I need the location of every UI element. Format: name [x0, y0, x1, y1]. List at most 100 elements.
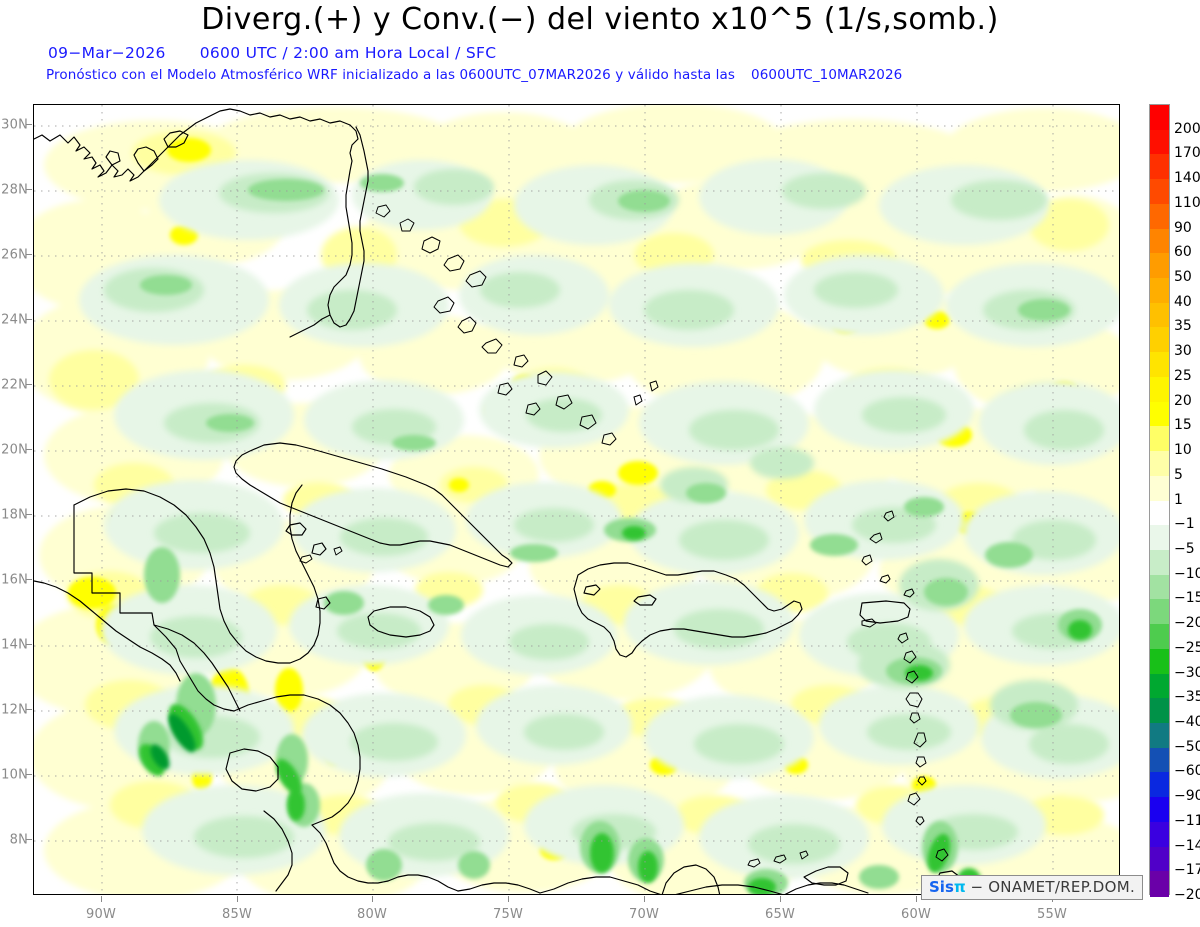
colorbar-band: [1150, 574, 1169, 600]
colorbar-tick-label: 200: [1174, 120, 1200, 137]
x-tick-mark: [508, 896, 509, 902]
y-tick-mark: [26, 189, 32, 190]
colorbar-tick-label: 90: [1174, 219, 1192, 236]
y-tick-label-20n: 20N: [1, 442, 28, 458]
pi-symbol-icon: π: [953, 878, 966, 896]
y-tick-mark: [26, 384, 32, 385]
colorbar-band: [1150, 228, 1169, 254]
y-tick-label-30n: 30N: [1, 117, 28, 133]
colorbar-band: [1150, 797, 1169, 823]
colorbar-tick-label: 40: [1174, 293, 1192, 310]
y-tick-mark: [26, 709, 32, 710]
x-tick-label-80w: 80W: [357, 907, 387, 922]
colorbar-tick-label: −30: [1174, 664, 1200, 681]
y-tick-label-18n: 18N: [1, 507, 28, 523]
colorbar-band: [1150, 821, 1169, 848]
colorbar-tick-label: −35: [1174, 689, 1200, 706]
page-title: Diverg.(+) y Conv.(−) del viento x10^5 (…: [201, 2, 999, 37]
colorbar-band: [1150, 599, 1169, 625]
colorbar-tick-label: −140: [1174, 837, 1200, 854]
x-tick-label-65w: 65W: [765, 907, 795, 922]
forecast-valid-time: 0600 UTC / 2:00 am Hora Local / SFC: [199, 44, 497, 62]
x-tick-label-55w: 55W: [1037, 907, 1067, 922]
colorbar-band: [1150, 302, 1169, 329]
y-tick-label-28n: 28N: [1, 182, 28, 198]
colorbar[interactable]: [1149, 104, 1170, 897]
colorbar-band: [1150, 772, 1169, 798]
x-tick-mark: [372, 896, 373, 902]
colorbar-band: [1150, 648, 1169, 675]
y-tick-label-8n: 8N: [9, 832, 28, 848]
attribution-badge: Sisπ − ONAMET/REP.DOM.: [921, 875, 1144, 900]
y-tick-label-10n: 10N: [1, 767, 28, 783]
x-tick-mark: [237, 896, 238, 902]
colorbar-band: [1150, 475, 1169, 502]
colorbar-band: [1150, 846, 1169, 872]
x-tick-mark: [780, 896, 781, 902]
forecast-date: 09−Mar−2026: [48, 44, 166, 62]
colorbar-band: [1150, 451, 1169, 477]
colorbar-tick-label: 35: [1174, 318, 1192, 335]
colorbar-tick-label: −15: [1174, 590, 1200, 607]
colorbar-band: [1150, 549, 1169, 576]
model-description: Pronóstico con el Modelo Atmosférico WRF…: [46, 67, 902, 83]
y-tick-label-24n: 24N: [1, 312, 28, 328]
x-tick-label-90w: 90W: [86, 907, 116, 922]
colorbar-tick-label: 110: [1174, 194, 1200, 211]
colorbar-band: [1150, 747, 1169, 773]
sis-logo-text: Sis: [929, 878, 954, 896]
y-tick-mark: [26, 124, 32, 125]
colorbar-band: [1150, 253, 1169, 279]
colorbar-tick-label: −200: [1174, 887, 1200, 903]
map-svg: [34, 105, 1119, 894]
colorbar-tick-label: 50: [1174, 269, 1192, 286]
y-tick-label-14n: 14N: [1, 637, 28, 653]
colorbar-tick-label: −20: [1174, 615, 1200, 632]
colorbar-tick-label: 25: [1174, 367, 1192, 384]
y-tick-mark: [26, 254, 32, 255]
y-tick-mark: [26, 514, 32, 515]
colorbar-band: [1150, 500, 1169, 526]
colorbar-tick-label: −60: [1174, 763, 1200, 780]
colorbar-band: [1150, 179, 1169, 205]
y-tick-mark: [26, 774, 32, 775]
colorbar-tick-label: −10: [1174, 565, 1200, 582]
y-tick-label-26n: 26N: [1, 247, 28, 263]
colorbar-band: [1150, 624, 1169, 650]
colorbar-tick-label: 5: [1174, 466, 1183, 483]
colorbar-tick-label: 1: [1174, 491, 1183, 508]
colorbar-tick-label: −5: [1174, 540, 1195, 557]
colorbar-band: [1150, 426, 1169, 452]
model-valid-until: 0600UTC_10MAR2026: [751, 67, 903, 83]
colorbar-tick-label: −1: [1174, 516, 1195, 533]
y-tick-mark: [26, 579, 32, 580]
colorbar-band: [1150, 352, 1169, 378]
y-tick-label-12n: 12N: [1, 702, 28, 718]
y-tick-mark: [26, 644, 32, 645]
x-tick-label-85w: 85W: [222, 907, 252, 922]
colorbar-band: [1150, 129, 1169, 156]
colorbar-band: [1150, 278, 1169, 304]
shaded-divergence-field: [34, 105, 1119, 894]
colorbar-tick-label: 30: [1174, 343, 1192, 360]
colorbar-tick-label: 140: [1174, 170, 1200, 187]
forecast-time-line: 09−Mar−2026 0600 UTC / 2:00 am Hora Local…: [48, 44, 496, 62]
colorbar-band: [1150, 401, 1169, 427]
colorbar-tick-label: −170: [1174, 862, 1200, 879]
x-tick-mark: [916, 896, 917, 902]
map-plot-area[interactable]: [33, 104, 1120, 895]
colorbar-tick-label: 10: [1174, 442, 1192, 459]
colorbar-tick-label: 20: [1174, 392, 1192, 409]
colorbar-tick-label: −50: [1174, 738, 1200, 755]
x-tick-mark: [644, 896, 645, 902]
x-tick-label-60w: 60W: [901, 907, 931, 922]
colorbar-band: [1150, 673, 1169, 699]
colorbar-tick-label: −90: [1174, 788, 1200, 805]
x-tick-label-70w: 70W: [629, 907, 659, 922]
model-description-text: Pronóstico con el Modelo Atmosférico WRF…: [46, 67, 735, 83]
y-tick-label-22n: 22N: [1, 377, 28, 393]
y-tick-mark: [26, 449, 32, 450]
colorbar-band: [1150, 698, 1169, 724]
x-tick-mark: [101, 896, 102, 902]
